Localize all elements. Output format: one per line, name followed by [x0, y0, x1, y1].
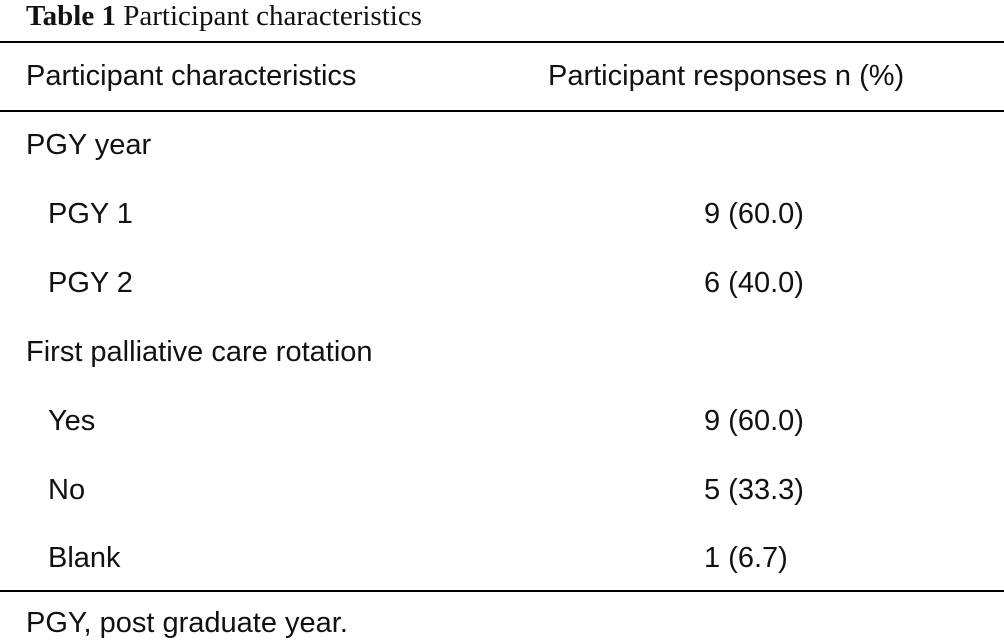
table-caption-title: Participant characteristics [123, 0, 422, 32]
table-header-rule [0, 110, 1004, 112]
row-value-no: 5 (33.3) [704, 474, 804, 506]
row-label-blank: Blank [48, 542, 121, 574]
row-group-label-first-rotation: First palliative care rotation [26, 336, 373, 368]
table-caption: Table 1 Participant characteristics [26, 0, 422, 32]
column-header-responses: Participant responses n (%) [548, 60, 905, 92]
row-value-pgy-1: 9 (60.0) [704, 198, 804, 230]
row-group-label-pgy-year: PGY year [26, 129, 152, 161]
table-top-rule [0, 41, 1004, 43]
row-value-blank: 1 (6.7) [704, 542, 788, 574]
row-value-pgy-2: 6 (40.0) [704, 267, 804, 299]
table-bottom-rule [0, 590, 1004, 592]
row-value-yes: 9 (60.0) [704, 405, 804, 437]
row-label-yes: Yes [48, 405, 96, 437]
row-label-pgy-1: PGY 1 [48, 198, 133, 230]
table-footnote: PGY, post graduate year. [26, 607, 348, 639]
table-caption-label: Table 1 [26, 0, 116, 32]
row-label-pgy-2: PGY 2 [48, 267, 133, 299]
row-label-no: No [48, 474, 86, 506]
column-header-characteristics: Participant characteristics [26, 60, 357, 92]
